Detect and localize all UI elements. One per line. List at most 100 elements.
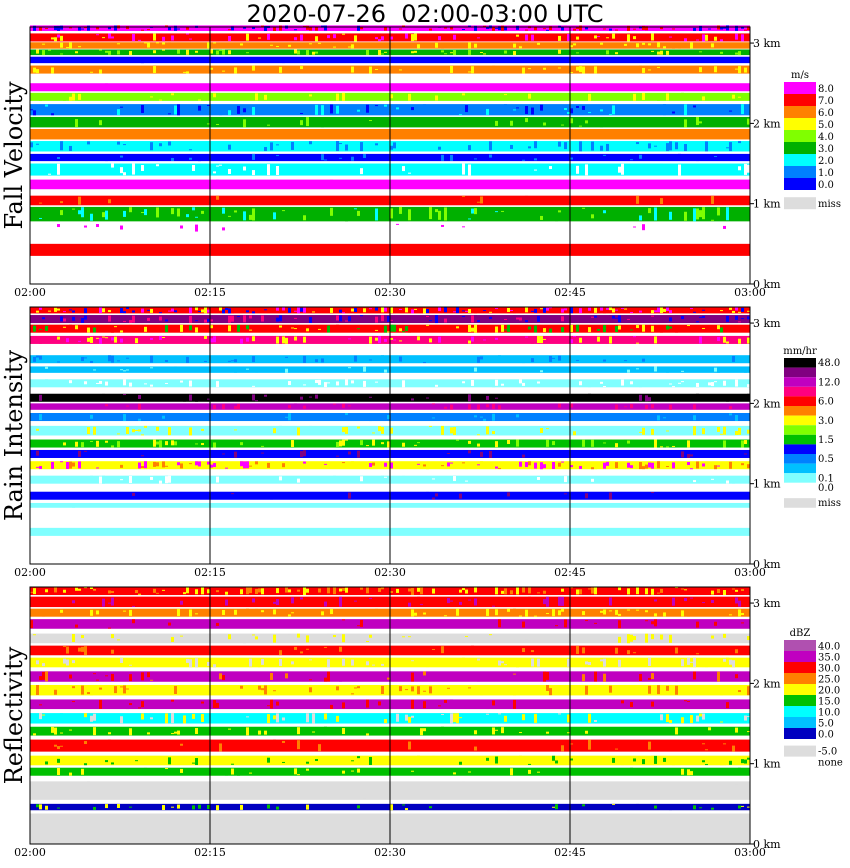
- data-cell: [63, 589, 66, 593]
- data-cell: [543, 671, 546, 682]
- data-cell: [327, 382, 330, 384]
- data-cell: [690, 132, 693, 137]
- data-cell: [612, 308, 615, 313]
- data-cell: [264, 26, 267, 32]
- data-cell: [546, 29, 549, 31]
- legend-label: 5.0: [818, 718, 834, 729]
- data-cell: [81, 428, 84, 434]
- legend-label: 4.0: [818, 132, 834, 143]
- data-cell: [654, 316, 657, 320]
- data-cell: [216, 50, 219, 55]
- data-cell: [525, 336, 528, 338]
- data-cell: [339, 596, 342, 607]
- data-cell: [306, 713, 309, 723]
- data-cell: [579, 337, 582, 343]
- data-cell: [561, 308, 564, 313]
- data-cell: [393, 164, 396, 170]
- data-cell: [117, 803, 120, 808]
- data-cell: [234, 210, 237, 213]
- data-cell: [219, 588, 222, 592]
- data-cell: [360, 315, 363, 317]
- data-cell: [159, 440, 162, 448]
- data-cell: [180, 463, 183, 469]
- data-cell: [708, 727, 711, 731]
- data-cell: [93, 209, 96, 214]
- data-cell: [687, 634, 690, 639]
- data-cell: [87, 308, 90, 311]
- data-cell: [117, 141, 120, 145]
- data-cell: [75, 717, 78, 719]
- data-cell: [459, 717, 462, 719]
- data-cell: [201, 621, 204, 625]
- data-cell: [681, 316, 684, 320]
- data-cell: [375, 37, 378, 40]
- data-cell: [72, 505, 75, 508]
- legend-swatch: [784, 695, 816, 706]
- data-cell: [126, 316, 129, 323]
- data-cell: [654, 366, 657, 372]
- data-cell: [459, 114, 462, 116]
- data-cell: [654, 336, 657, 344]
- data-cell: [525, 639, 528, 643]
- data-cell: [399, 451, 402, 457]
- data-cell: [501, 727, 504, 734]
- data-cell: [702, 96, 705, 101]
- data-cell: [150, 620, 153, 629]
- data-cell: [666, 325, 669, 330]
- data-cell: [180, 67, 183, 72]
- data-cell: [78, 46, 81, 48]
- legend-label: 10.0: [818, 707, 840, 718]
- data-cell: [663, 417, 666, 419]
- data-cell: [75, 119, 78, 128]
- data-cell: [159, 587, 162, 595]
- data-cell: [324, 703, 327, 709]
- data-cell: [81, 207, 84, 218]
- data-cell: [672, 111, 675, 114]
- data-cell: [351, 356, 354, 363]
- data-cell: [156, 462, 159, 467]
- data-cell: [72, 701, 75, 703]
- data-cell: [219, 804, 222, 810]
- data-cell: [528, 326, 531, 330]
- data-cell: [384, 26, 387, 31]
- data-cell: [186, 714, 189, 723]
- data-cell: [645, 610, 648, 613]
- data-cell: [297, 478, 300, 483]
- legend-swatch: [784, 684, 816, 695]
- data-cell: [645, 464, 648, 469]
- data-cell: [357, 67, 360, 74]
- data-cell: [651, 740, 654, 752]
- data-cell: [519, 427, 522, 430]
- data-cell: [228, 110, 231, 116]
- data-cell: [747, 316, 750, 320]
- data-cell: [438, 770, 441, 772]
- data-cell: [42, 317, 45, 320]
- data-cell: [384, 369, 387, 373]
- data-cell: [558, 394, 561, 399]
- data-cell: [366, 49, 369, 55]
- data-cell: [711, 599, 714, 603]
- data-cell: [732, 476, 735, 484]
- data-cell: [252, 385, 255, 387]
- data-cell: [57, 767, 60, 775]
- data-cell: [90, 673, 93, 680]
- data-cell: [282, 665, 285, 667]
- data-cell: [702, 309, 705, 311]
- data-cell: [594, 315, 597, 318]
- data-cell: [36, 634, 39, 638]
- data-cell: [279, 25, 282, 31]
- data-cell: [723, 462, 726, 464]
- data-cell: [168, 169, 171, 171]
- data-cell: [693, 415, 696, 421]
- data-cell: [648, 340, 651, 344]
- data-cell: [657, 336, 660, 340]
- data-cell: [585, 685, 588, 695]
- data-cell: [516, 439, 519, 447]
- data-cell: [351, 380, 354, 384]
- data-cell: [624, 308, 627, 310]
- data-cell: [126, 36, 129, 39]
- data-cell: [543, 427, 546, 431]
- data-cell: [693, 592, 696, 594]
- data-cell: [81, 317, 84, 323]
- data-cell: [165, 360, 168, 363]
